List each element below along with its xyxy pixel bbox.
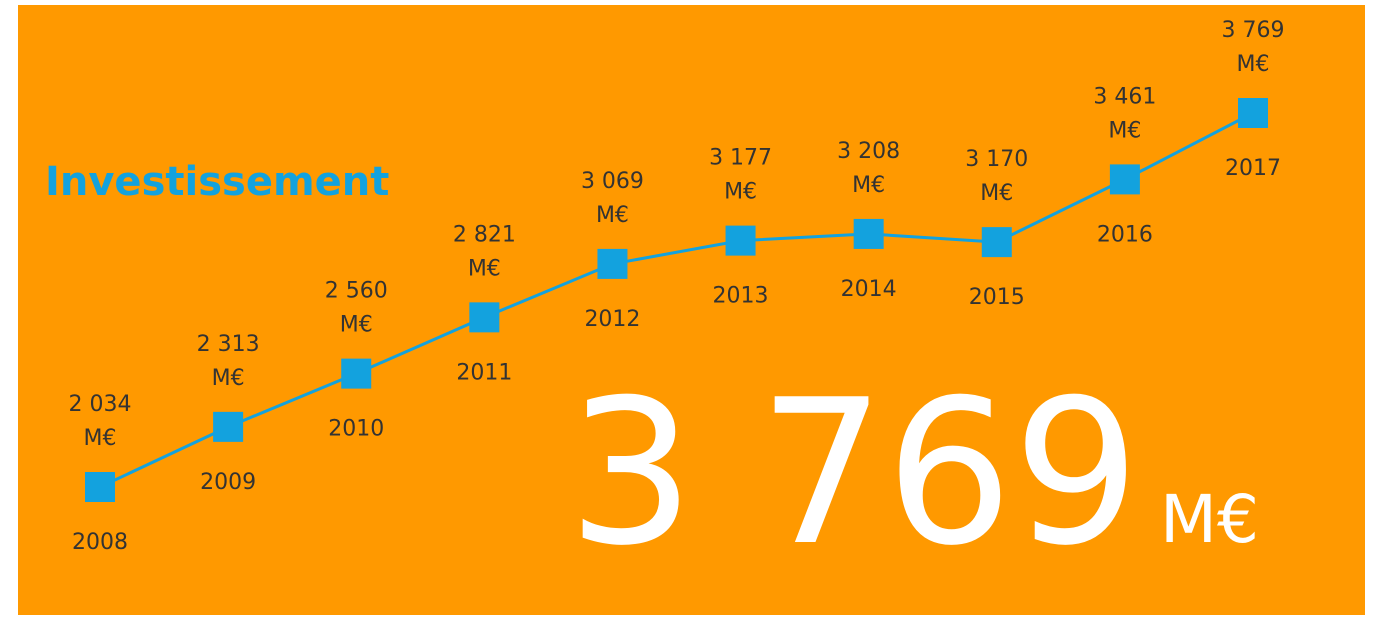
value-unit: M€ — [980, 181, 1013, 206]
background — [18, 5, 1365, 615]
x-label: 2014 — [841, 277, 897, 302]
marker — [1238, 98, 1268, 128]
marker — [725, 225, 756, 256]
marker — [981, 227, 1012, 258]
x-label: 2015 — [969, 285, 1025, 310]
marker — [213, 411, 244, 442]
x-label: 2009 — [200, 470, 256, 495]
chart-title: Investissement — [45, 159, 389, 205]
highlight-unit: M€ — [1160, 481, 1259, 558]
marker — [1109, 164, 1140, 195]
x-label: 2008 — [72, 530, 128, 555]
x-label: 2011 — [456, 360, 512, 385]
value-label: 2 821 — [453, 222, 516, 247]
value-unit: M€ — [1108, 118, 1141, 143]
value-label: 3 461 — [1093, 84, 1156, 109]
value-label: 2 560 — [325, 279, 388, 304]
value-unit: M€ — [84, 426, 117, 451]
x-label: 2017 — [1225, 156, 1281, 181]
value-label: 3 208 — [837, 139, 900, 164]
value-unit: M€ — [852, 173, 885, 198]
highlight-value: 3 769 — [567, 357, 1140, 590]
value-unit: M€ — [212, 366, 245, 391]
value-label: 3 069 — [581, 169, 644, 194]
value-unit: M€ — [340, 313, 373, 338]
marker — [853, 218, 884, 249]
marker — [469, 302, 500, 333]
value-label: 2 313 — [197, 332, 260, 357]
value-label: 3 769 — [1222, 18, 1285, 43]
value-label: 2 034 — [69, 392, 132, 417]
value-unit: M€ — [468, 256, 501, 281]
line — [99, 111, 1254, 489]
value-unit: M€ — [1237, 52, 1270, 77]
x-label: 2016 — [1097, 222, 1153, 247]
value-label: 3 170 — [965, 147, 1028, 172]
x-label: 2012 — [584, 307, 640, 332]
x-label: 2013 — [713, 284, 769, 309]
value-unit: M€ — [596, 203, 629, 228]
value-label: 3 177 — [709, 146, 772, 171]
marker — [85, 472, 115, 502]
x-label: 2010 — [328, 417, 384, 442]
marker — [341, 358, 372, 389]
marker — [597, 248, 628, 279]
value-unit: M€ — [724, 180, 757, 205]
